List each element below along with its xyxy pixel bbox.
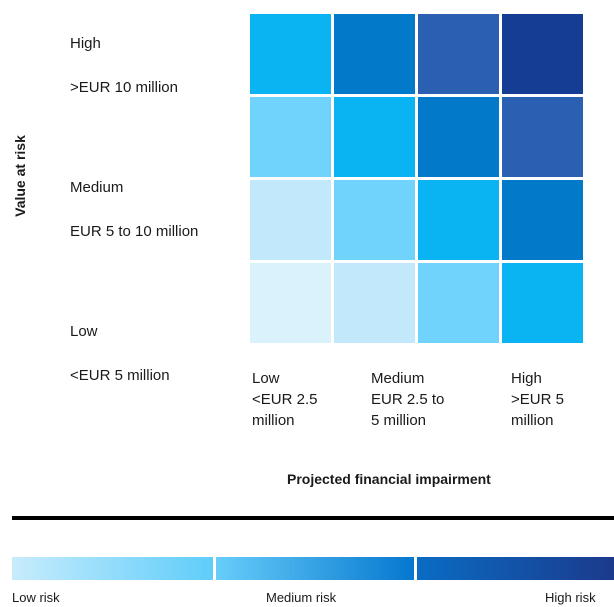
divider-line [12, 516, 614, 520]
risk-heatmap [250, 14, 583, 343]
heatmap-cell-r1-c1 [334, 97, 415, 177]
y-category-medium-range: EUR 5 to 10 million [70, 223, 199, 240]
y-category-low-range: <EUR 5 million [70, 367, 170, 384]
x-category-low: Low <EUR 2.5 million [252, 370, 318, 429]
heatmap-cell-r2-c1 [334, 180, 415, 260]
heatmap-cell-r2-c2 [418, 180, 499, 260]
x-axis-title: Projected financial impairment [287, 471, 491, 487]
legend-bar-high-risk [417, 557, 614, 580]
heatmap-cell-r1-c3 [502, 97, 583, 177]
y-category-high-range: >EUR 10 million [70, 79, 178, 96]
legend-bar-medium-risk [216, 557, 414, 580]
heatmap-cell-r3-c0 [250, 263, 331, 343]
heatmap-cell-r1-c2 [418, 97, 499, 177]
heatmap-cell-r3-c1 [334, 263, 415, 343]
y-category-medium: Medium EUR 5 to 10 million [70, 155, 198, 265]
heatmap-cell-r0-c2 [418, 14, 499, 94]
legend-label-high-risk: High risk [545, 590, 596, 605]
y-category-low-name: Low [70, 323, 98, 340]
heatmap-cell-r2-c0 [250, 180, 331, 260]
x-category-medium: Medium EUR 2.5 to 5 million [371, 370, 445, 429]
y-category-low: Low <EUR 5 million [70, 299, 170, 409]
y-category-medium-name: Medium [70, 179, 124, 196]
heatmap-cell-r0-c0 [250, 14, 331, 94]
heatmap-cell-r1-c0 [250, 97, 331, 177]
y-category-high: High >EUR 10 million [70, 11, 178, 121]
heatmap-cell-r0-c1 [334, 14, 415, 94]
heatmap-cell-r3-c3 [502, 263, 583, 343]
heatmap-cell-r0-c3 [502, 14, 583, 94]
y-category-high-name: High [70, 35, 101, 52]
x-category-high: High >EUR 5 million [511, 370, 564, 429]
legend-label-low-risk: Low risk [12, 590, 60, 605]
heatmap-cell-r2-c3 [502, 180, 583, 260]
legend-label-medium-risk: Medium risk [266, 590, 337, 605]
heatmap-cell-r3-c2 [418, 263, 499, 343]
legend-bar-low-risk [12, 557, 213, 580]
y-axis-title: Value at risk [12, 135, 28, 217]
